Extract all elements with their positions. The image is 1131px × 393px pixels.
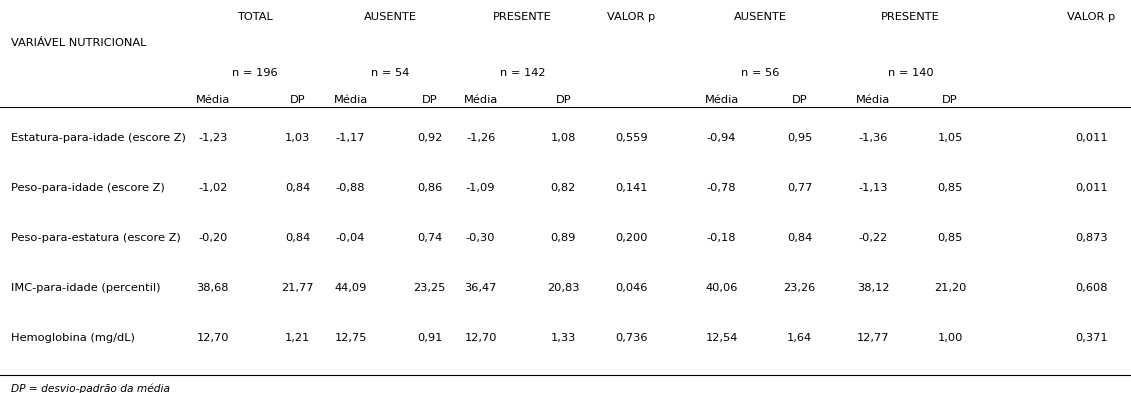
Text: 38,68: 38,68 [197,283,228,293]
Text: 0,011: 0,011 [1076,183,1107,193]
Text: 0,89: 0,89 [551,233,576,243]
Text: 23,26: 23,26 [784,283,815,293]
Text: -1,13: -1,13 [858,183,888,193]
Text: Média: Média [705,95,739,105]
Text: -1,23: -1,23 [198,133,227,143]
Text: IMC-para-idade (percentil): IMC-para-idade (percentil) [11,283,161,293]
Text: 0,86: 0,86 [417,183,442,193]
Text: 1,05: 1,05 [938,133,962,143]
Text: 12,70: 12,70 [197,333,228,343]
Text: 36,47: 36,47 [465,283,497,293]
Text: 0,011: 0,011 [1076,133,1107,143]
Text: 0,91: 0,91 [417,333,442,343]
Text: n = 196: n = 196 [232,68,277,78]
Text: -0,78: -0,78 [707,183,736,193]
Text: 0,84: 0,84 [285,233,310,243]
Text: 0,200: 0,200 [615,233,647,243]
Text: 0,141: 0,141 [615,183,647,193]
Text: VALOR p: VALOR p [607,12,655,22]
Text: 21,77: 21,77 [282,283,313,293]
Text: 0,559: 0,559 [615,133,647,143]
Text: n = 140: n = 140 [888,68,933,78]
Text: 0,84: 0,84 [787,233,812,243]
Text: Média: Média [464,95,498,105]
Text: -0,04: -0,04 [336,233,365,243]
Text: 0,84: 0,84 [285,183,310,193]
Text: DP: DP [942,95,958,105]
Text: PRESENTE: PRESENTE [493,12,552,22]
Text: VALOR p: VALOR p [1068,12,1115,22]
Text: n = 54: n = 54 [371,68,409,78]
Text: 20,83: 20,83 [547,283,579,293]
Text: -0,22: -0,22 [858,233,888,243]
Text: Estatura-para-idade (escore Z): Estatura-para-idade (escore Z) [11,133,187,143]
Text: -0,88: -0,88 [336,183,365,193]
Text: DP: DP [792,95,808,105]
Text: TOTAL: TOTAL [236,12,273,22]
Text: -0,18: -0,18 [707,233,736,243]
Text: -1,09: -1,09 [466,183,495,193]
Text: 0,82: 0,82 [551,183,576,193]
Text: 0,873: 0,873 [1076,233,1107,243]
Text: -1,02: -1,02 [198,183,227,193]
Text: 12,70: 12,70 [465,333,497,343]
Text: 21,20: 21,20 [934,283,966,293]
Text: Peso-para-estatura (escore Z): Peso-para-estatura (escore Z) [11,233,181,243]
Text: 0,736: 0,736 [615,333,647,343]
Text: -0,94: -0,94 [707,133,736,143]
Text: 0,74: 0,74 [417,233,442,243]
Text: 0,85: 0,85 [938,233,962,243]
Text: 0,95: 0,95 [787,133,812,143]
Text: 0,92: 0,92 [417,133,442,143]
Text: 0,77: 0,77 [787,183,812,193]
Text: AUSENTE: AUSENTE [734,12,786,22]
Text: -0,20: -0,20 [198,233,227,243]
Text: DP: DP [290,95,305,105]
Text: -1,26: -1,26 [466,133,495,143]
Text: -1,36: -1,36 [858,133,888,143]
Text: Hemoglobina (mg/dL): Hemoglobina (mg/dL) [11,333,136,343]
Text: AUSENTE: AUSENTE [364,12,416,22]
Text: 1,64: 1,64 [787,333,812,343]
Text: Peso-para-idade (escore Z): Peso-para-idade (escore Z) [11,183,165,193]
Text: 38,12: 38,12 [857,283,889,293]
Text: Média: Média [856,95,890,105]
Text: 1,33: 1,33 [551,333,576,343]
Text: 12,77: 12,77 [857,333,889,343]
Text: 0,046: 0,046 [615,283,647,293]
Text: Média: Média [334,95,368,105]
Text: VARIÁVEL NUTRICIONAL: VARIÁVEL NUTRICIONAL [11,38,147,48]
Text: DP: DP [422,95,438,105]
Text: 12,75: 12,75 [335,333,366,343]
Text: Média: Média [196,95,230,105]
Text: n = 142: n = 142 [500,68,545,78]
Text: n = 56: n = 56 [741,68,779,78]
Text: -1,17: -1,17 [336,133,365,143]
Text: 1,03: 1,03 [285,133,310,143]
Text: 1,08: 1,08 [551,133,576,143]
Text: DP = desvio-padrão da média: DP = desvio-padrão da média [11,383,171,393]
Text: 0,608: 0,608 [1076,283,1107,293]
Text: 23,25: 23,25 [414,283,446,293]
Text: 12,54: 12,54 [706,333,737,343]
Text: 0,371: 0,371 [1076,333,1107,343]
Text: 44,09: 44,09 [335,283,366,293]
Text: PRESENTE: PRESENTE [881,12,940,22]
Text: DP: DP [555,95,571,105]
Text: 0,85: 0,85 [938,183,962,193]
Text: 40,06: 40,06 [706,283,737,293]
Text: 1,00: 1,00 [938,333,962,343]
Text: -0,30: -0,30 [466,233,495,243]
Text: 1,21: 1,21 [285,333,310,343]
